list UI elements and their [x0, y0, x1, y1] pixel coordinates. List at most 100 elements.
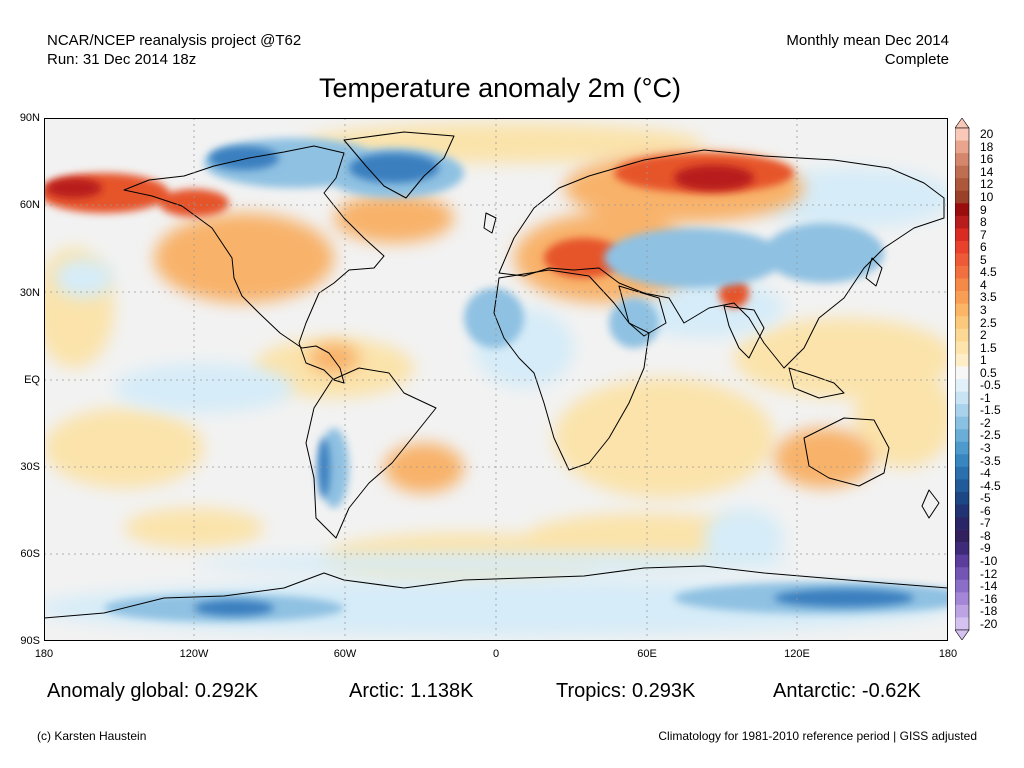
colorbar-swatch — [955, 266, 969, 279]
colorbar-tick-label: 10 — [980, 190, 994, 205]
colorbar-swatch — [955, 253, 969, 267]
colorbar-tick-label: 18 — [980, 139, 994, 154]
colorbar-tick-label: 4 — [980, 277, 987, 292]
period-label: Monthly mean Dec 2014 — [786, 32, 949, 49]
colorbar-swatch — [955, 140, 969, 154]
status-label: Complete — [884, 51, 949, 68]
colorbar-swatch — [955, 379, 969, 392]
colorbar-swatch — [955, 617, 969, 631]
colorbar-swatch — [955, 391, 969, 405]
colorbar-swatch — [955, 592, 969, 606]
colorbar-swatch — [955, 491, 969, 505]
colorbar-tick-label: 20 — [980, 127, 994, 142]
colorbar-tick-label: -5 — [980, 491, 991, 506]
colorbar-tick-label: 16 — [980, 152, 994, 167]
colorbar-swatch — [955, 228, 969, 242]
colorbar-tick-label: -9 — [980, 541, 991, 556]
colorbar-tick-label: 6 — [980, 240, 987, 255]
lat-label-30s: 30S — [20, 461, 40, 473]
colorbar-tick-label: 9 — [980, 202, 987, 217]
colorbar-tick-label: -8 — [980, 528, 991, 543]
stat-antarctic: Antarctic: -0.62K — [773, 680, 921, 702]
anomaly-warm-extreme — [46, 165, 754, 198]
map-frame — [44, 118, 948, 641]
lon-label-180e: 180 — [938, 648, 958, 660]
gridlines — [44, 118, 948, 641]
colorbar-swatch — [955, 203, 969, 217]
period-info: Monthly mean Dec 2014 Complete — [786, 31, 949, 69]
colorbar-swatch — [955, 579, 969, 593]
colorbar-tick-label: 2 — [980, 328, 987, 343]
colorbar-top-arrow — [955, 118, 970, 129]
model-name: NCAR/NCEP reanalysis project @T62 — [47, 32, 302, 49]
colorbar-swatch — [955, 542, 969, 555]
colorbar-swatch — [955, 316, 969, 330]
colorbar-tick-label: 12 — [980, 177, 994, 192]
colorbar-tick-label: -7 — [980, 516, 991, 531]
colorbar-swatch — [955, 416, 969, 430]
anomaly-cool-strong — [194, 146, 914, 616]
colorbar-swatch — [955, 454, 969, 468]
colorbar-tick-label: 5 — [980, 252, 987, 267]
colorbar-tick-label: 3.5 — [980, 290, 997, 305]
colorbar-tick-label: 7 — [980, 227, 987, 242]
colorbar-tick-label: -20 — [980, 616, 998, 631]
colorbar-swatch — [955, 429, 969, 443]
colorbar-swatch — [955, 466, 969, 480]
model-info: NCAR/NCEP reanalysis project @T62 Run: 3… — [47, 31, 301, 69]
colorbar-tick-label: -3 — [980, 441, 991, 456]
lon-label-120w: 120W — [179, 648, 209, 660]
colorbar-swatch — [955, 567, 969, 581]
colorbar-swatch — [955, 178, 969, 192]
colorbar-tick-label: -2 — [980, 415, 991, 430]
lat-label-30n: 30N — [19, 287, 40, 299]
colorbar-swatch — [955, 404, 969, 417]
colorbar-tick-label: -12 — [980, 566, 998, 581]
lon-label-60w: 60W — [333, 648, 357, 660]
map-title: Temperature anomaly 2m (°C) — [319, 73, 681, 103]
colorbar-swatch — [955, 366, 969, 380]
stat-tropics: Tropics: 0.293K — [556, 680, 696, 702]
colorbar-tick-label: -18 — [980, 604, 998, 619]
colorbar-swatch — [955, 529, 969, 543]
colorbar-bottom-arrow — [955, 629, 970, 640]
colorbar-tick-label: 0.5 — [980, 365, 997, 380]
colorbar-tick-label: -4.5 — [980, 478, 1001, 493]
colorbar-tick-label: -0.5 — [980, 378, 1001, 393]
colorbar-swatch — [955, 441, 969, 455]
anomaly-map — [44, 118, 948, 641]
colorbar-swatch — [955, 278, 969, 292]
lat-label-90s: 90S — [20, 635, 40, 647]
colorbar-tick-label: 4.5 — [980, 265, 997, 280]
colorbar-swatch — [955, 328, 969, 342]
lon-label-120e: 120E — [784, 648, 810, 660]
lat-label-60n: 60N — [19, 199, 40, 211]
colorbar-tick-label: -10 — [980, 553, 998, 568]
colorbar-swatch — [955, 604, 969, 618]
colorbar-tick-label: -16 — [980, 591, 998, 606]
stat-arctic: Arctic: 1.138K — [349, 680, 474, 702]
colorbar-tick-label: 1.5 — [980, 340, 997, 355]
run-time: Run: 31 Dec 2014 18z — [47, 51, 197, 68]
colorbar-swatch — [955, 517, 969, 530]
colorbar-swatch — [955, 240, 969, 254]
colorbar-swatch — [955, 504, 969, 518]
colorbar-swatch — [955, 341, 969, 355]
colorbar-swatch — [955, 215, 969, 229]
colorbar-swatch — [955, 165, 969, 179]
colorbar-tick-label: -4 — [980, 466, 991, 481]
colorbar-tick-label: -2.5 — [980, 428, 1001, 443]
colorbar-tick-label: -3.5 — [980, 453, 1001, 468]
lat-label-90n: 90N — [19, 112, 40, 124]
colorbar-tick-label: -1 — [980, 390, 991, 405]
colorbar — [955, 118, 970, 640]
colorbar-swatch — [955, 303, 969, 317]
colorbar-tick-label: 3 — [980, 302, 987, 317]
colorbar-swatch — [955, 554, 969, 568]
copyright: (c) Karsten Haustein — [37, 729, 147, 743]
colorbar-tick-label: 1 — [980, 353, 987, 368]
lat-label-60s: 60S — [20, 548, 40, 560]
colorbar-tick-label: -1.5 — [980, 403, 1001, 418]
colorbar-swatch — [955, 190, 969, 204]
colorbar-tick-label: 8 — [980, 215, 987, 230]
